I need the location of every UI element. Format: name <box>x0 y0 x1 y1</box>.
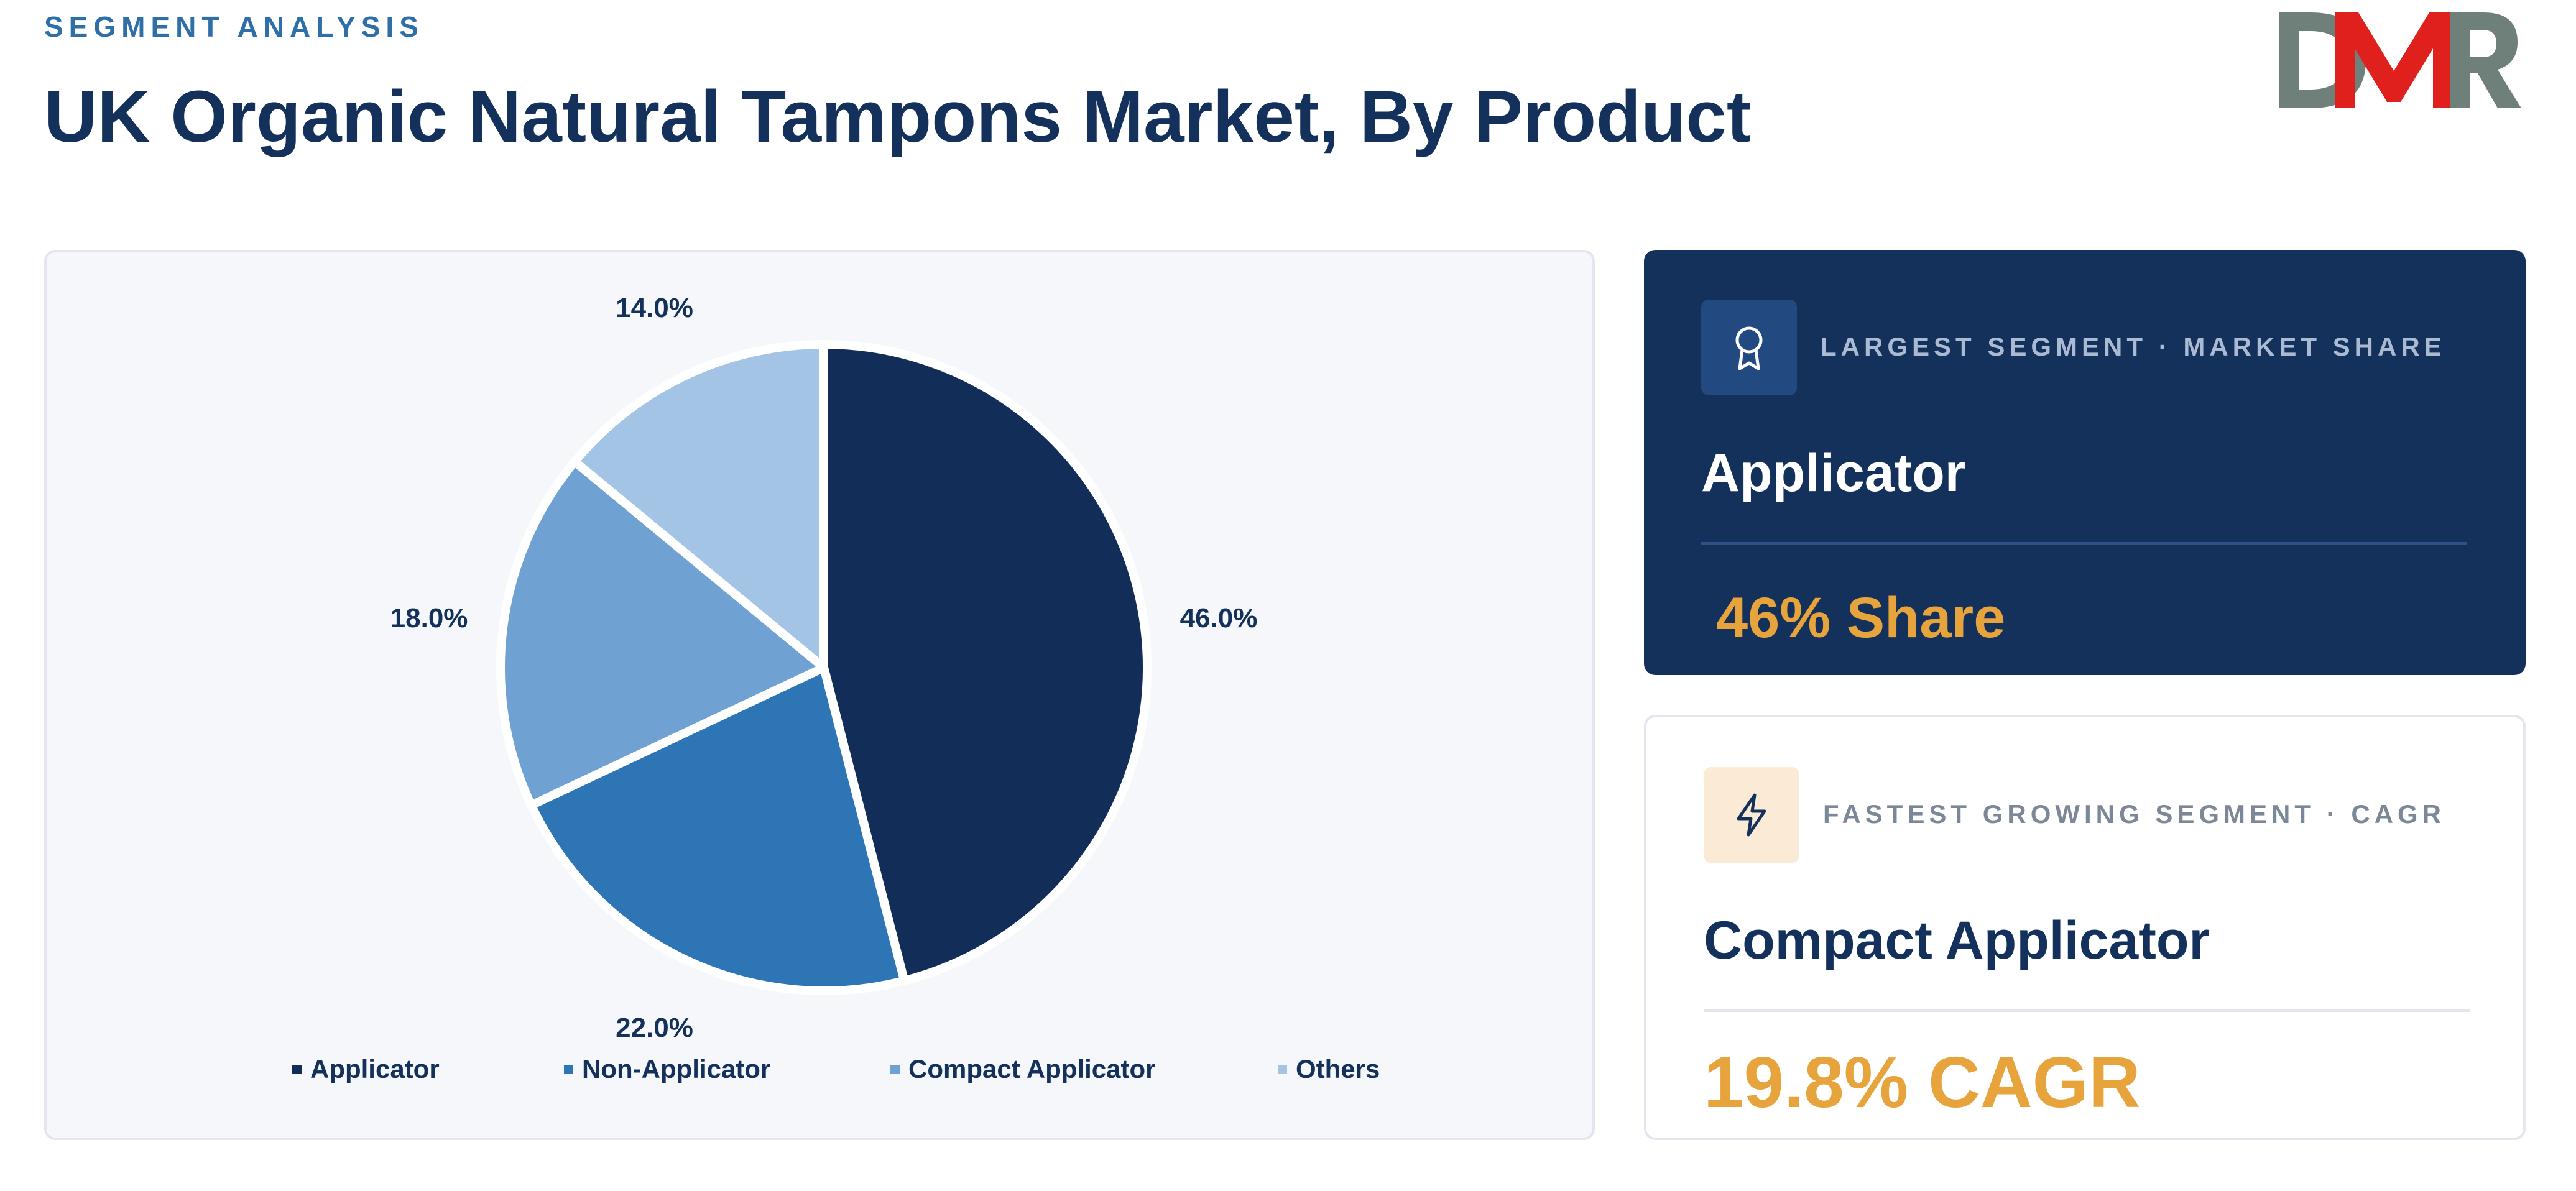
legend-item-applicator[interactable]: Applicator <box>292 1054 440 1084</box>
legend-label: Compact Applicator <box>908 1054 1156 1083</box>
pie-slice-compact-applicator[interactable] <box>496 457 828 810</box>
fastest-segment-name: Compact Applicator <box>1704 911 2210 970</box>
legend-label: Applicator <box>310 1054 440 1083</box>
chart-legend: Applicator Non-Applicator Compact Applic… <box>47 1054 1592 1092</box>
bolt-icon-box <box>1704 767 1799 863</box>
card-divider <box>1701 542 2467 545</box>
legend-swatch <box>564 1064 573 1074</box>
legend-item-non-applicator[interactable]: Non-Applicator <box>564 1054 770 1084</box>
largest-segment-label: LARGEST SEGMENT · MARKET SHARE <box>1821 332 2446 361</box>
slice-data-label: 14.0% <box>616 293 693 323</box>
card-divider <box>1704 1009 2470 1012</box>
largest-segment-name: Applicator <box>1701 443 1966 503</box>
pie-slice-applicator[interactable] <box>819 340 1152 985</box>
slice-data-label: 22.0% <box>616 1013 693 1043</box>
largest-segment-metric: 46% Share <box>1716 586 2006 650</box>
dmr-logo <box>2279 12 2521 108</box>
legend-item-compact-applicator[interactable]: Compact Applicator <box>890 1054 1155 1084</box>
fastest-segment-metric: 19.8% CAGR <box>1704 1042 2141 1123</box>
pie-slice-non-applicator[interactable] <box>527 663 909 995</box>
slice-data-label: 18.0% <box>390 603 468 633</box>
legend-label: Non-Applicator <box>582 1054 771 1083</box>
legend-swatch <box>292 1064 302 1074</box>
section-eyebrow: SEGMENT ANALYSIS <box>44 11 424 43</box>
award-icon-box <box>1701 300 1797 395</box>
page-title: UK Organic Natural Tampons Market, By Pr… <box>44 76 1752 158</box>
pie-slice-others[interactable] <box>570 340 828 672</box>
pie-chart: 46.0% 22.0% 18.0% 14.0% <box>390 293 1258 1043</box>
slice-data-label: 46.0% <box>1180 603 1258 633</box>
largest-segment-card: LARGEST SEGMENT · MARKET SHARE Applicato… <box>1644 250 2526 675</box>
lightning-bolt-icon <box>1737 793 1766 837</box>
legend-swatch <box>1278 1064 1287 1074</box>
legend-label: Others <box>1296 1054 1380 1083</box>
fastest-segment-label: FASTEST GROWING SEGMENT · CAGR <box>1823 799 2446 829</box>
legend-item-others[interactable]: Others <box>1278 1054 1380 1084</box>
fastest-growing-card: FASTEST GROWING SEGMENT · CAGR Compact A… <box>1644 715 2526 1140</box>
pie-chart-panel: 46.0% 22.0% 18.0% 14.0% Applicator Non-Appl… <box>44 250 1595 1140</box>
legend-swatch <box>890 1064 900 1074</box>
award-ribbon-icon <box>1735 326 1763 370</box>
